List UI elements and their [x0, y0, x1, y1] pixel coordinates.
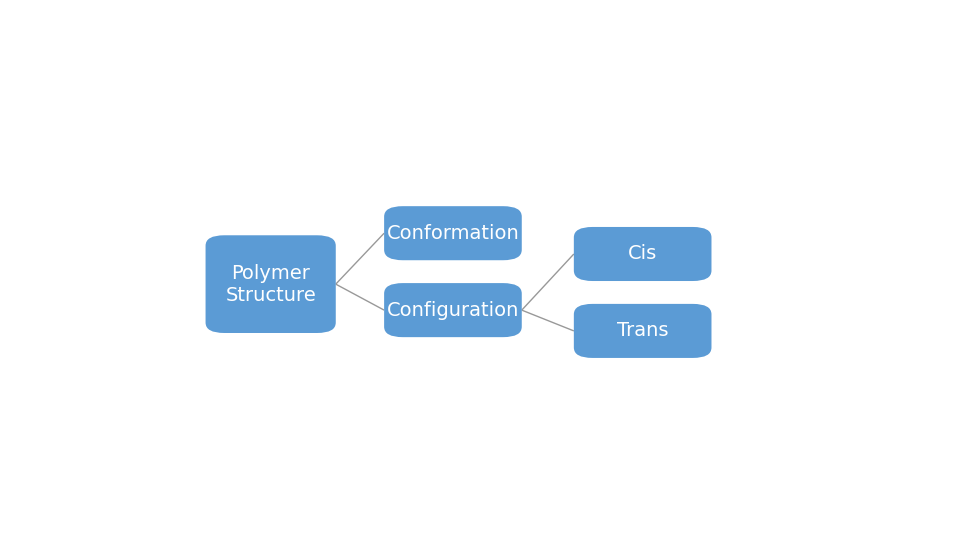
- Text: Cis: Cis: [628, 245, 658, 264]
- FancyBboxPatch shape: [574, 304, 711, 358]
- Text: Trans: Trans: [617, 321, 668, 340]
- FancyBboxPatch shape: [384, 206, 522, 260]
- FancyBboxPatch shape: [205, 235, 336, 333]
- FancyBboxPatch shape: [384, 283, 522, 337]
- Text: Conformation: Conformation: [387, 224, 519, 242]
- FancyBboxPatch shape: [574, 227, 711, 281]
- Text: Configuration: Configuration: [387, 301, 519, 320]
- Text: Polymer
Structure: Polymer Structure: [226, 264, 316, 305]
